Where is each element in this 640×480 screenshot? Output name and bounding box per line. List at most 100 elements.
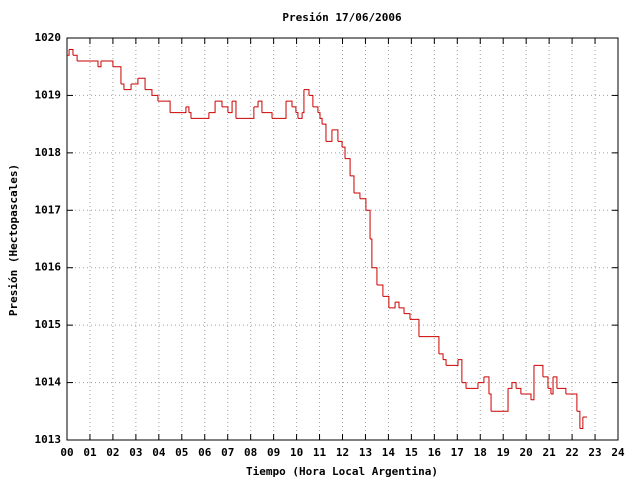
line-segment <box>297 112 303 119</box>
x-tick-label: 04 <box>152 446 166 459</box>
x-tick-label: 06 <box>198 446 212 459</box>
line-segment <box>337 140 343 148</box>
line-segment <box>418 336 440 354</box>
line-segment <box>67 49 70 56</box>
line-segment <box>345 158 351 176</box>
line-segment <box>542 376 549 389</box>
y-tick-label: 1020 <box>35 31 62 44</box>
line-segment <box>491 388 509 412</box>
line-segment <box>325 129 333 142</box>
line-segment <box>565 393 578 412</box>
line-segment <box>320 117 323 125</box>
line-segment <box>353 192 361 199</box>
line-segment <box>520 393 532 400</box>
line-segment <box>185 106 190 113</box>
y-axis-label: Presión (Hectopascales) <box>7 164 20 316</box>
line-segment <box>350 175 355 194</box>
x-axis-label: Tiempo (Hora Local Argentina) <box>246 465 438 478</box>
x-tick-label: 19 <box>497 446 510 459</box>
x-tick-label: 18 <box>474 446 487 459</box>
x-tick-label: 11 <box>313 446 327 459</box>
x-tick-label: 13 <box>359 446 372 459</box>
line-segment <box>477 376 485 384</box>
x-tick-label: 02 <box>106 446 119 459</box>
line-segment <box>131 78 139 85</box>
plot-border <box>66 37 619 441</box>
line-segment <box>208 101 216 114</box>
line-segment <box>533 364 544 377</box>
line-segment <box>483 376 490 395</box>
line-segment <box>232 100 237 119</box>
x-tick-label: 07 <box>221 446 234 459</box>
y-tick-label: 1015 <box>35 318 62 331</box>
line-segment <box>556 387 567 395</box>
line-segment <box>409 318 420 337</box>
line-segment <box>457 359 463 383</box>
x-tick-label: 05 <box>175 446 188 459</box>
line-segment <box>97 60 102 68</box>
line-segment <box>331 129 339 142</box>
line-segment <box>302 89 305 114</box>
line-segment <box>550 376 554 395</box>
line-segment <box>145 89 153 96</box>
line-segment <box>188 112 192 119</box>
line-segment <box>227 101 233 114</box>
line-segment <box>488 393 492 412</box>
x-tick-label: 15 <box>405 446 418 459</box>
line-segment <box>120 83 125 90</box>
line-segment <box>72 54 78 61</box>
y-tick-label: 1014 <box>35 376 62 389</box>
line-segment <box>579 417 584 430</box>
y-tick-label: 1018 <box>35 146 62 159</box>
line-segment <box>395 301 400 308</box>
x-tick-label: 01 <box>83 446 97 459</box>
line-segment <box>190 112 210 119</box>
x-tick-label: 22 <box>565 446 578 459</box>
line-segment <box>359 198 367 211</box>
line-segment <box>388 302 396 309</box>
x-tick-label: 14 <box>382 446 396 459</box>
x-tick-label: 03 <box>129 446 142 459</box>
line-segment <box>443 359 447 366</box>
x-tick-label: 21 <box>543 446 557 459</box>
line-segment <box>157 100 171 113</box>
y-tick-label: 1019 <box>35 88 62 101</box>
x-tick-label: 20 <box>520 446 533 459</box>
line-segment <box>404 313 411 320</box>
line-segment <box>261 112 273 119</box>
line-segment <box>446 359 459 366</box>
x-tick-label: 17 <box>451 446 464 459</box>
line-segment <box>215 100 223 107</box>
line-segment <box>151 94 159 102</box>
x-tick-label: 00 <box>60 446 73 459</box>
line-segment <box>370 238 373 268</box>
x-tick-label: 09 <box>267 446 280 459</box>
line-segment <box>77 60 99 67</box>
line-segment <box>322 123 327 142</box>
line-segment <box>365 209 371 239</box>
x-tick-label: 16 <box>428 446 442 459</box>
line-segment <box>253 101 259 108</box>
line-segment <box>511 382 517 389</box>
line-segment <box>137 77 146 90</box>
line-segment <box>69 48 74 56</box>
line-segment <box>382 295 390 308</box>
line-segment <box>295 112 299 119</box>
line-segment <box>508 382 513 389</box>
y-tick-label: 1013 <box>35 433 62 446</box>
line-segment <box>258 100 263 113</box>
chart-title: Presión 17/06/2006 <box>282 11 402 24</box>
line-segment <box>398 307 405 314</box>
line-segment <box>221 106 229 113</box>
line-segment <box>547 387 552 395</box>
line-segment <box>308 94 314 107</box>
x-tick-label: 24 <box>611 446 625 459</box>
y-tick-label: 1016 <box>35 261 62 274</box>
line-segment <box>438 353 444 360</box>
x-tick-label: 23 <box>588 446 601 459</box>
line-segment <box>123 83 132 91</box>
line-segment <box>291 106 297 113</box>
